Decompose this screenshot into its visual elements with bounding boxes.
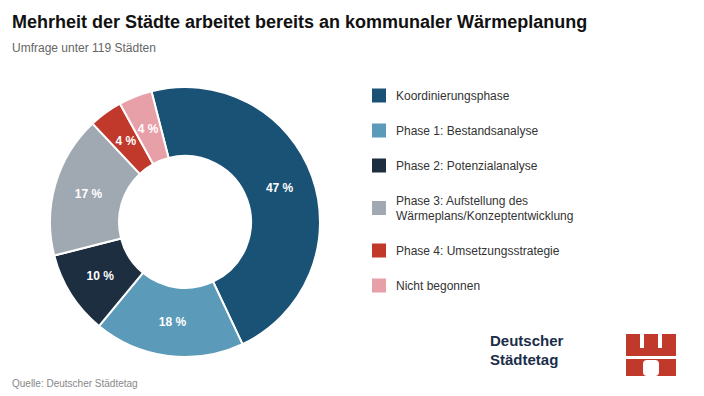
data-label: 10 % <box>86 269 114 283</box>
legend-label: Koordinierungsphase <box>396 89 510 103</box>
legend: Koordinierungsphase Phase 1: Bestandsanal… <box>372 89 573 293</box>
data-label: 4 % <box>138 122 159 136</box>
slices <box>50 87 320 357</box>
donut-slice <box>120 91 169 164</box>
text-line: Phase 3: Aufstellung des <box>396 194 528 208</box>
data-label: 4 % <box>116 134 137 148</box>
logo-icon-part <box>643 360 659 376</box>
logo-text: Deutscher Städtetag <box>490 332 564 368</box>
text-line: Phase 1: Bestandsanalyse <box>396 124 538 138</box>
text-line: Phase 2: Potenzialanalyse <box>396 159 538 173</box>
legend-label: Phase 1: Bestandsanalyse <box>396 124 538 138</box>
logo-icon <box>626 334 676 376</box>
background <box>0 0 704 396</box>
logo-icon-part <box>644 334 658 349</box>
data-label: 17 % <box>75 187 103 201</box>
legend-label: Phase 3: Aufstellung desWärmeplans/Konze… <box>396 194 573 223</box>
data-label: 47 % <box>266 181 294 195</box>
legend-swatch <box>372 201 386 215</box>
text-line: Koordinierungsphase <box>396 89 510 103</box>
text-line: Deutscher <box>490 332 564 349</box>
data-label: 18 % <box>159 315 187 329</box>
source: Quelle: Deutscher Städtetag <box>12 378 138 389</box>
legend-swatch <box>372 89 386 103</box>
legend-swatch <box>372 124 386 138</box>
donut-slice <box>50 124 140 256</box>
legend-label: Nicht begonnen <box>396 279 480 293</box>
legend-label: Phase 4: Umsetzungsstrategie <box>396 244 560 258</box>
logo-icon-part <box>662 334 676 349</box>
subtitle: Umfrage unter 119 Städten <box>12 41 156 55</box>
legend-swatch <box>372 244 386 258</box>
text-line: Nicht begonnen <box>396 279 480 293</box>
legend-label: Phase 2: Potenzialanalyse <box>396 159 538 173</box>
slice-labels: 47 % 18 % 10 % 17 % 4 %4 % <box>75 122 294 329</box>
logo-icon-part <box>626 348 676 376</box>
text-line: Wärmeplans/Konzeptentwicklung <box>396 209 573 223</box>
text-line: Phase 4: Umsetzungsstrategie <box>396 244 560 258</box>
logo-icon-part <box>626 334 640 349</box>
title: Mehrheit der Städte arbeitet bereits an … <box>12 12 587 32</box>
legend-swatch <box>372 159 386 173</box>
legend-swatch <box>372 279 386 293</box>
text-line: Städtetag <box>490 351 558 368</box>
logo-icon-part <box>626 356 676 359</box>
chart: Mehrheit der Städte arbeitet bereits an … <box>0 0 704 396</box>
